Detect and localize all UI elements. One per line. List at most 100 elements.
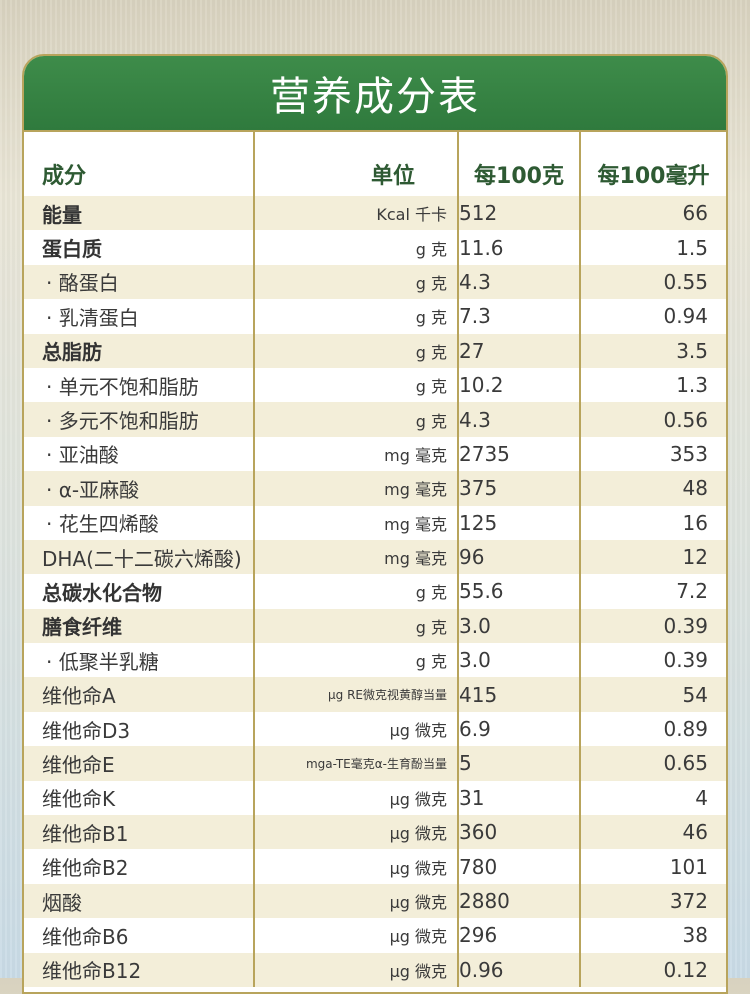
nutrient-unit: g 克 — [253, 574, 458, 609]
nutrient-name: · 多元不饱和脂肪 — [24, 402, 254, 437]
nutrient-name: 总脂肪 — [24, 333, 254, 368]
value-per-100ml: 0.39 — [579, 643, 726, 678]
nutrient-name: 维他命B6 — [24, 918, 254, 953]
table-row: 总脂肪 g 克 27 3.5 — [24, 333, 726, 368]
nutrient-unit: μg 微克 — [253, 849, 458, 884]
nutrient-name: · 花生四烯酸 — [24, 505, 254, 540]
value-per-100g: 2735 — [457, 436, 580, 472]
nutrient-unit: mga-TE毫克α-生育酚当量 — [253, 746, 458, 781]
value-per-100g: 415 — [457, 677, 580, 712]
nutrient-name: 总碳水化合物 — [24, 574, 254, 609]
nutrient-name: · 亚油酸 — [24, 436, 254, 472]
table-row: 维他命B1 μg 微克 360 46 — [24, 815, 726, 850]
value-per-100ml: 0.12 — [579, 952, 726, 987]
nutrient-name: 膳食纤维 — [24, 608, 254, 644]
nutrient-unit: g 克 — [253, 643, 458, 678]
value-per-100g: 3.0 — [457, 608, 580, 644]
nutrient-name: · 酪蛋白 — [24, 264, 254, 300]
nutrient-unit: mg 毫克 — [253, 539, 458, 575]
page-title: 营养成分表 — [270, 74, 480, 120]
value-per-100g: 780 — [457, 849, 580, 884]
nutrient-name: · α-亚麻酸 — [24, 471, 254, 506]
value-per-100ml: 12 — [579, 539, 726, 575]
nutrient-unit: g 克 — [253, 367, 458, 403]
value-per-100g: 375 — [457, 471, 580, 506]
value-per-100g: 0.96 — [457, 952, 580, 987]
nutrient-unit: mg 毫克 — [253, 471, 458, 506]
table-row: 维他命B2 μg 微克 780 101 — [24, 849, 726, 884]
nutrient-name: · 乳清蛋白 — [24, 299, 254, 334]
nutrient-unit: μg 微克 — [253, 815, 458, 850]
value-per-100ml: 0.56 — [579, 402, 726, 437]
value-per-100ml: 16 — [579, 505, 726, 540]
nutrient-unit: μg 微克 — [253, 883, 458, 919]
value-per-100ml: 353 — [579, 436, 726, 472]
title-banner: 营养成分表 — [24, 56, 726, 132]
value-per-100g: 2880 — [457, 883, 580, 919]
nutrient-name: 能量 — [24, 196, 254, 231]
table-row: 维他命B6 μg 微克 296 38 — [24, 918, 726, 953]
table-row: · 亚油酸 mg 毫克 2735 353 — [24, 436, 726, 472]
table-row: · 乳清蛋白 g 克 7.3 0.94 — [24, 299, 726, 334]
nutrient-unit: μg 微克 — [253, 952, 458, 987]
table-row: 维他命E mga-TE毫克α-生育酚当量 5 0.65 — [24, 746, 726, 781]
nutrient-unit: g 克 — [253, 299, 458, 334]
value-per-100g: 3.0 — [457, 643, 580, 678]
value-per-100ml: 54 — [579, 677, 726, 712]
value-per-100ml: 48 — [579, 471, 726, 506]
value-per-100ml: 0.39 — [579, 608, 726, 644]
nutrient-name: 维他命B12 — [24, 952, 254, 987]
nutrient-name: 维他命D3 — [24, 711, 254, 747]
value-per-100g: 5 — [457, 746, 580, 781]
value-per-100g: 360 — [457, 815, 580, 850]
nutrient-name: 蛋白质 — [24, 230, 254, 265]
value-per-100ml: 4 — [579, 780, 726, 816]
value-per-100g: 7.3 — [457, 299, 580, 334]
table-row: 维他命A μg RE微克视黄醇当量 415 54 — [24, 677, 726, 712]
value-per-100ml: 1.3 — [579, 367, 726, 403]
value-per-100ml: 1.5 — [579, 230, 726, 265]
nutrient-unit: Kcal 千卡 — [253, 196, 458, 231]
value-per-100ml: 38 — [579, 918, 726, 953]
nutrient-unit: mg 毫克 — [253, 505, 458, 540]
table-row: 蛋白质 g 克 11.6 1.5 — [24, 230, 726, 265]
value-per-100g: 27 — [457, 333, 580, 368]
nutrient-unit: μg 微克 — [253, 918, 458, 953]
table-row: DHA(二十二碳六烯酸) mg 毫克 96 12 — [24, 539, 726, 575]
nutrient-unit: g 克 — [253, 333, 458, 368]
value-per-100ml: 66 — [579, 196, 726, 231]
table-row: 维他命B12 μg 微克 0.96 0.12 — [24, 952, 726, 987]
value-per-100ml: 101 — [579, 849, 726, 884]
header-unit: 单位 — [253, 132, 458, 196]
nutrient-name: · 单元不饱和脂肪 — [24, 367, 254, 403]
table-row: 膳食纤维 g 克 3.0 0.39 — [24, 608, 726, 644]
table-header-row: 成分 单位 每100克 每100毫升 — [24, 132, 726, 196]
nutrient-unit: μg RE微克视黄醇当量 — [253, 677, 458, 712]
nutrient-unit: g 克 — [253, 402, 458, 437]
value-per-100g: 96 — [457, 539, 580, 575]
table-row: 维他命K μg 微克 31 4 — [24, 780, 726, 816]
value-per-100ml: 0.65 — [579, 746, 726, 781]
value-per-100g: 55.6 — [457, 574, 580, 609]
value-per-100g: 512 — [457, 196, 580, 231]
table-row: · 低聚半乳糖 g 克 3.0 0.39 — [24, 643, 726, 678]
value-per-100ml: 372 — [579, 883, 726, 919]
nutrient-unit: g 克 — [253, 230, 458, 265]
table-row: 能量 Kcal 千卡 512 66 — [24, 196, 726, 231]
nutrient-name: 维他命E — [24, 746, 254, 781]
header-per100ml: 每100毫升 — [579, 132, 726, 196]
table-row: · 花生四烯酸 mg 毫克 125 16 — [24, 505, 726, 540]
value-per-100ml: 0.55 — [579, 264, 726, 300]
table-row: · α-亚麻酸 mg 毫克 375 48 — [24, 471, 726, 506]
nutrient-name: · 低聚半乳糖 — [24, 643, 254, 678]
nutrient-name: 维他命B1 — [24, 815, 254, 850]
nutrient-name: DHA(二十二碳六烯酸) — [24, 539, 254, 575]
header-name: 成分 — [42, 164, 87, 189]
table-row: 烟酸 μg 微克 2880 372 — [24, 883, 726, 919]
nutrient-name: 维他命K — [24, 780, 254, 816]
value-per-100g: 11.6 — [457, 230, 580, 265]
table-row: · 酪蛋白 g 克 4.3 0.55 — [24, 264, 726, 300]
nutrient-unit: mg 毫克 — [253, 436, 458, 472]
nutrient-unit: g 克 — [253, 264, 458, 300]
value-per-100ml: 0.94 — [579, 299, 726, 334]
